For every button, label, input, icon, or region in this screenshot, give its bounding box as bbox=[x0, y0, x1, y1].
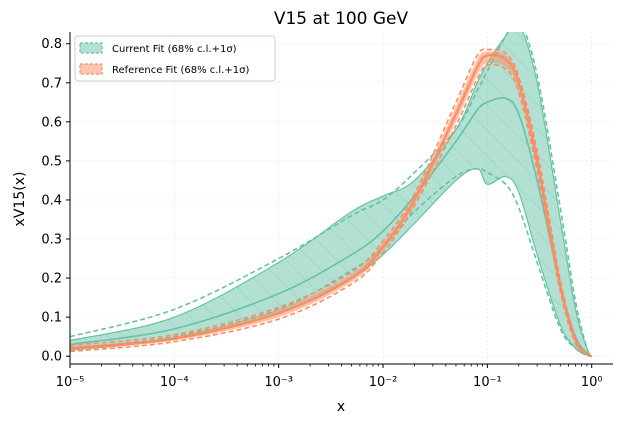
legend-label-reference: Reference Fit (68% c.l.+1σ) bbox=[112, 65, 249, 76]
y-tick-label: 0.3 bbox=[41, 233, 62, 248]
plot-area bbox=[70, 32, 593, 358]
legend-entry-current-fit: Current Fit (68% c.l.+1σ) bbox=[79, 42, 237, 55]
y-tick-label: 0.6 bbox=[41, 115, 62, 130]
x-tick-label: 10⁻³ bbox=[264, 375, 293, 390]
y-tick-label: 0.2 bbox=[41, 272, 62, 287]
x-axis-label: x bbox=[337, 399, 345, 415]
x-tick-label: 10⁰ bbox=[581, 375, 603, 390]
legend-entry-reference-fit: Reference Fit (68% c.l.+1σ) bbox=[79, 63, 249, 76]
legend-swatch-reference bbox=[79, 63, 103, 75]
legend-swatch-current bbox=[79, 42, 103, 54]
ticks: 0.0 0.1 0.2 0.3 0.4 0.5 0.6 0.7 0.8 10⁻⁵ 10⁻⁴ 10⁻³ 1… bbox=[41, 37, 602, 390]
y-tick-label: 0.4 bbox=[41, 193, 62, 208]
legend-frame bbox=[74, 35, 276, 82]
x-tick-label: 10⁻⁴ bbox=[160, 375, 189, 390]
legend: Current Fit (68% c.l.+1σ) Reference Fit … bbox=[74, 35, 276, 82]
current-fit-band-edge-upper bbox=[70, 32, 593, 357]
y-tick-label: 0.1 bbox=[41, 311, 62, 326]
x-tick-label: 10⁻² bbox=[369, 375, 398, 390]
chart-title: V15 at 100 GeV bbox=[274, 9, 409, 29]
y-tick-label: 0.5 bbox=[41, 154, 62, 169]
x-tick-label: 10⁻¹ bbox=[473, 375, 502, 390]
current-fit-dashed-lower bbox=[70, 167, 592, 358]
y-axis-label: xV15(x) bbox=[12, 172, 28, 227]
reference-fit-central-line bbox=[70, 53, 593, 358]
y-tick-label: 0.0 bbox=[41, 350, 62, 365]
reference-fit-dashed-lower bbox=[70, 63, 592, 357]
legend-label-current: Current Fit (68% c.l.+1σ) bbox=[112, 44, 237, 55]
current-fit-dashed-upper bbox=[70, 32, 593, 357]
y-tick-label: 0.8 bbox=[41, 37, 62, 52]
x-tick-label: 10⁻⁵ bbox=[56, 375, 85, 390]
y-tick-label: 0.7 bbox=[41, 76, 62, 91]
reference-fit-dashed-upper bbox=[70, 48, 593, 357]
